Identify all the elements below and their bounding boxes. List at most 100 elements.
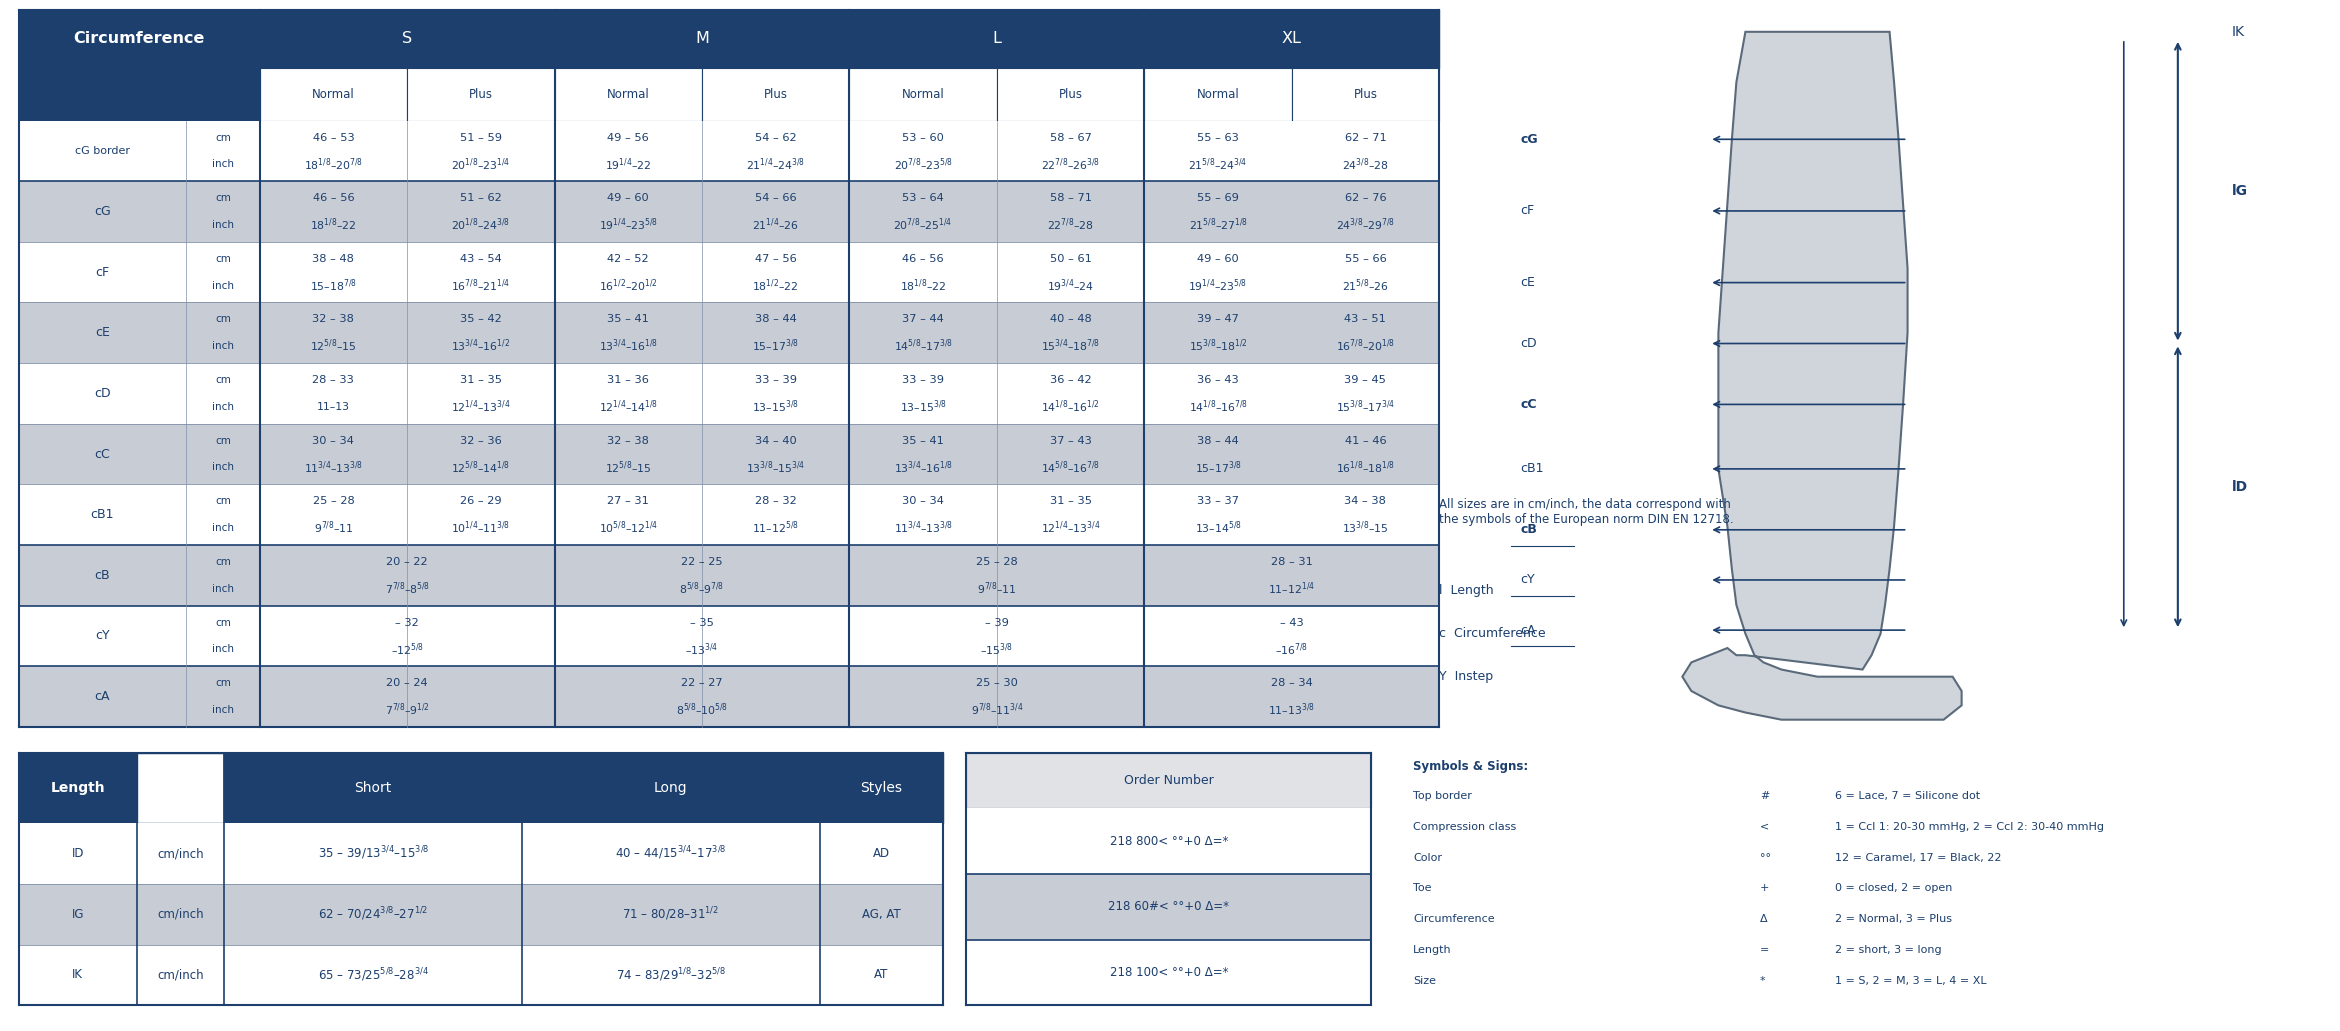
Text: 54 – 62: 54 – 62 [756, 133, 796, 142]
Text: 55 – 69: 55 – 69 [1198, 193, 1238, 203]
Text: 12$^{5/8}$–15: 12$^{5/8}$–15 [606, 459, 651, 475]
Text: inch: inch [213, 462, 234, 472]
Text: l  Length: l Length [1439, 584, 1493, 597]
Bar [19, 302, 1439, 363]
Text: IG: IG [73, 907, 84, 921]
Polygon shape [1682, 32, 1961, 720]
Text: cG border: cG border [75, 146, 129, 156]
Bar [19, 884, 943, 944]
Text: 21$^{1/4}$–26: 21$^{1/4}$–26 [751, 217, 800, 233]
Text: 10$^{5/8}$–12$^{1/4}$: 10$^{5/8}$–12$^{1/4}$ [599, 520, 658, 536]
Text: cm/inch: cm/inch [157, 847, 204, 860]
Text: 35 – 41: 35 – 41 [903, 436, 943, 445]
Text: 19$^{1/4}$–22: 19$^{1/4}$–22 [606, 156, 651, 172]
Text: cF: cF [1521, 204, 1535, 218]
Text: 15$^{3/8}$–18$^{1/2}$: 15$^{3/8}$–18$^{1/2}$ [1189, 338, 1247, 355]
Text: cY: cY [96, 629, 110, 642]
Text: 39 – 45: 39 – 45 [1346, 375, 1385, 386]
Text: 35 – 41: 35 – 41 [608, 314, 648, 325]
Text: –16$^{7/8}$: –16$^{7/8}$ [1275, 641, 1308, 658]
Text: 19$^{3/4}$–24: 19$^{3/4}$–24 [1046, 277, 1095, 294]
Text: cm/inch: cm/inch [157, 968, 204, 982]
Text: cm: cm [215, 496, 232, 506]
Text: cm: cm [215, 375, 232, 386]
Text: 218 60#< °°+0 Δ=*: 218 60#< °°+0 Δ=* [1109, 900, 1228, 913]
Text: – 39: – 39 [985, 618, 1009, 628]
Text: 55 – 63: 55 – 63 [1198, 133, 1238, 142]
Text: 31 – 35: 31 – 35 [461, 375, 501, 386]
Text: Circumference: Circumference [1413, 914, 1495, 924]
Text: 11–12$^{5/8}$: 11–12$^{5/8}$ [753, 520, 798, 536]
Text: 33 – 39: 33 – 39 [903, 375, 943, 386]
Text: Compression class: Compression class [1413, 822, 1516, 832]
Text: *: * [1760, 976, 1764, 986]
Text: 218 100< °°+0 Δ=*: 218 100< °°+0 Δ=* [1109, 966, 1228, 978]
Text: lD: lD [2232, 479, 2249, 494]
Text: 62 – 71: 62 – 71 [1346, 133, 1385, 142]
Bar [19, 181, 1439, 242]
Text: =: = [1760, 945, 1769, 955]
Bar [19, 605, 1439, 666]
Text: 34 – 38: 34 – 38 [1346, 496, 1385, 506]
Text: 35 – 39/13$^{3/4}$–15$^{3/8}$: 35 – 39/13$^{3/4}$–15$^{3/8}$ [318, 844, 428, 863]
Text: 2 = Normal, 3 = Plus: 2 = Normal, 3 = Plus [1835, 914, 1952, 924]
Text: 14$^{1/8}$–16$^{1/2}$: 14$^{1/8}$–16$^{1/2}$ [1041, 398, 1100, 415]
Text: 15–18$^{7/8}$: 15–18$^{7/8}$ [311, 277, 356, 294]
Text: 40 – 44/15$^{3/4}$–17$^{3/8}$: 40 – 44/15$^{3/4}$–17$^{3/8}$ [615, 844, 725, 863]
Text: 32 – 36: 32 – 36 [461, 436, 501, 445]
Bar [407, 68, 555, 121]
Text: 24$^{3/8}$–28: 24$^{3/8}$–28 [1343, 156, 1388, 172]
Text: 9$^{7/8}$–11$^{3/4}$: 9$^{7/8}$–11$^{3/4}$ [971, 701, 1023, 719]
Text: 9$^{7/8}$–11: 9$^{7/8}$–11 [978, 580, 1016, 597]
Text: –15$^{3/8}$: –15$^{3/8}$ [980, 641, 1013, 658]
Text: 42 – 52: 42 – 52 [608, 254, 648, 264]
Text: cE: cE [1521, 276, 1535, 289]
Text: cB: cB [94, 569, 110, 581]
Text: 18$^{1/8}$–22: 18$^{1/8}$–22 [311, 217, 356, 233]
Text: AD: AD [873, 847, 889, 860]
Text: 38 – 48: 38 – 48 [314, 254, 353, 264]
Text: inch: inch [213, 523, 234, 533]
Text: 65 – 73/25$^{5/8}$–28$^{3/4}$: 65 – 73/25$^{5/8}$–28$^{3/4}$ [318, 966, 428, 984]
Text: Normal: Normal [606, 88, 651, 101]
Text: 15$^{3/4}$–18$^{7/8}$: 15$^{3/4}$–18$^{7/8}$ [1041, 338, 1100, 355]
Bar [19, 944, 943, 1005]
Text: 21$^{5/8}$–27$^{1/8}$: 21$^{5/8}$–27$^{1/8}$ [1189, 217, 1247, 233]
Text: cm/inch: cm/inch [157, 907, 204, 921]
Text: 25 – 30: 25 – 30 [976, 678, 1018, 689]
Bar [136, 753, 225, 824]
Text: cG: cG [94, 205, 110, 218]
Text: Plus: Plus [1058, 88, 1083, 101]
Text: 28 – 32: 28 – 32 [756, 496, 796, 506]
Text: 46 – 53: 46 – 53 [314, 133, 353, 142]
Text: Size: Size [1413, 976, 1437, 986]
Bar [19, 10, 260, 68]
Text: Δ: Δ [1760, 914, 1767, 924]
Text: XL: XL [1282, 31, 1301, 46]
Text: cY: cY [1521, 573, 1535, 587]
Bar [702, 68, 849, 121]
Bar [19, 753, 136, 824]
Text: 6 = Lace, 7 = Silicone dot: 6 = Lace, 7 = Silicone dot [1835, 791, 1980, 801]
Text: 19$^{1/4}$–23$^{5/8}$: 19$^{1/4}$–23$^{5/8}$ [1189, 277, 1247, 294]
Bar [19, 68, 260, 121]
Text: 30 – 34: 30 – 34 [903, 496, 943, 506]
Text: 10$^{1/4}$–11$^{3/8}$: 10$^{1/4}$–11$^{3/8}$ [452, 520, 510, 536]
Text: 20 – 22: 20 – 22 [386, 557, 428, 567]
Text: cm: cm [215, 254, 232, 264]
Text: Symbols & Signs:: Symbols & Signs: [1413, 760, 1528, 773]
Text: 20$^{1/8}$–23$^{1/4}$: 20$^{1/8}$–23$^{1/4}$ [452, 156, 510, 172]
Text: cF: cF [96, 266, 110, 278]
Text: 32 – 38: 32 – 38 [314, 314, 353, 325]
Text: 25 – 28: 25 – 28 [976, 557, 1018, 567]
Text: #: # [1760, 791, 1769, 801]
Text: cG: cG [1521, 133, 1537, 145]
Text: 218 800< °°+0 Δ=*: 218 800< °°+0 Δ=* [1109, 834, 1228, 847]
Bar [19, 545, 1439, 605]
Text: inch: inch [213, 341, 234, 352]
Bar [225, 753, 522, 824]
Text: 20$^{7/8}$–25$^{1/4}$: 20$^{7/8}$–25$^{1/4}$ [894, 217, 952, 233]
Bar [966, 874, 1371, 939]
Text: cD: cD [1521, 337, 1537, 350]
Text: 12$^{5/8}$–15: 12$^{5/8}$–15 [311, 338, 356, 355]
